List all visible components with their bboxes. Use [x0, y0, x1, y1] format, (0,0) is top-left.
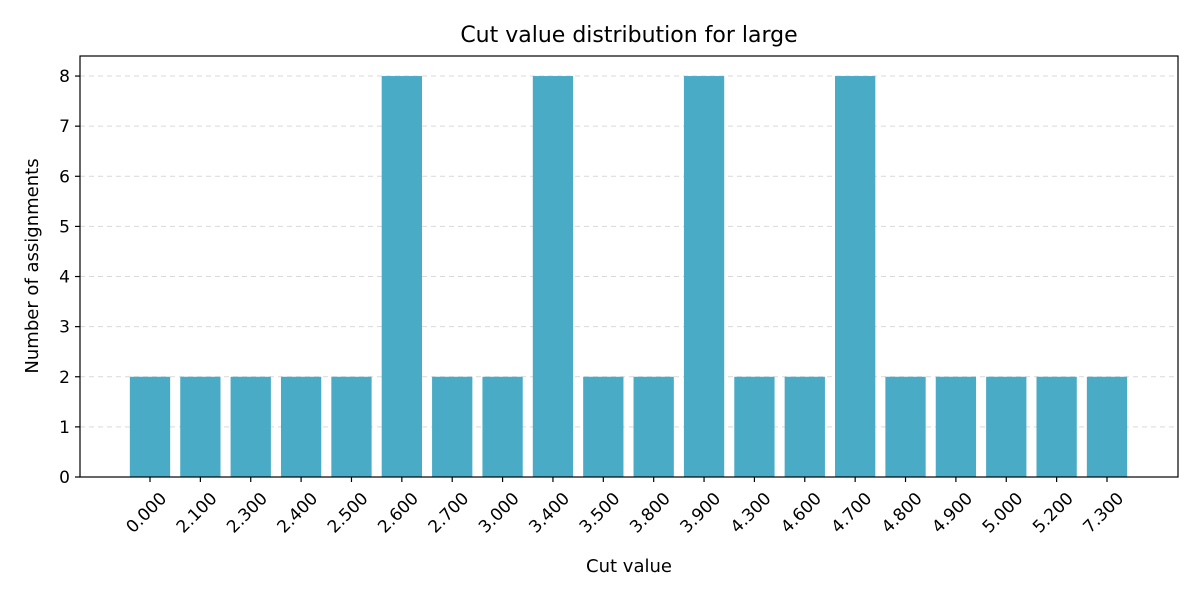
bar: [885, 376, 926, 477]
bar: [180, 376, 221, 477]
x-axis-label: Cut value: [586, 556, 672, 577]
bar: [1086, 376, 1128, 477]
bar: [482, 376, 523, 477]
bars: [129, 76, 1128, 478]
bar: [583, 376, 624, 477]
bar: [230, 376, 271, 477]
y-tick-label: 7: [59, 117, 70, 137]
chart-title: Cut value distribution for large: [460, 23, 797, 48]
bar: [683, 76, 725, 478]
y-tick-label: 1: [59, 418, 70, 438]
bar: [532, 76, 574, 478]
bar: [381, 76, 422, 478]
y-tick-label: 6: [59, 167, 70, 187]
bar: [734, 376, 775, 477]
bar: [986, 376, 1027, 477]
y-tick-label: 0: [59, 468, 70, 488]
bar: [331, 376, 372, 477]
bar: [280, 376, 322, 477]
y-tick-label: 5: [59, 217, 70, 237]
bar: [835, 76, 876, 478]
plot-frame: [79, 55, 1179, 478]
y-tick-label: 8: [59, 67, 70, 87]
bar: [1036, 376, 1077, 477]
bar: [129, 376, 171, 477]
bar: [935, 376, 977, 477]
y-axis-ticks: 0 1 2 3 4 5 6 7 8: [59, 67, 80, 488]
y-tick-label: 3: [59, 318, 70, 338]
y-tick-label: 4: [59, 268, 70, 288]
y-tick-label: 2: [59, 368, 70, 388]
y-axis-label: Number of assignments: [22, 158, 43, 373]
bar: [784, 376, 825, 477]
bar: [633, 376, 674, 477]
bar: [432, 376, 473, 477]
